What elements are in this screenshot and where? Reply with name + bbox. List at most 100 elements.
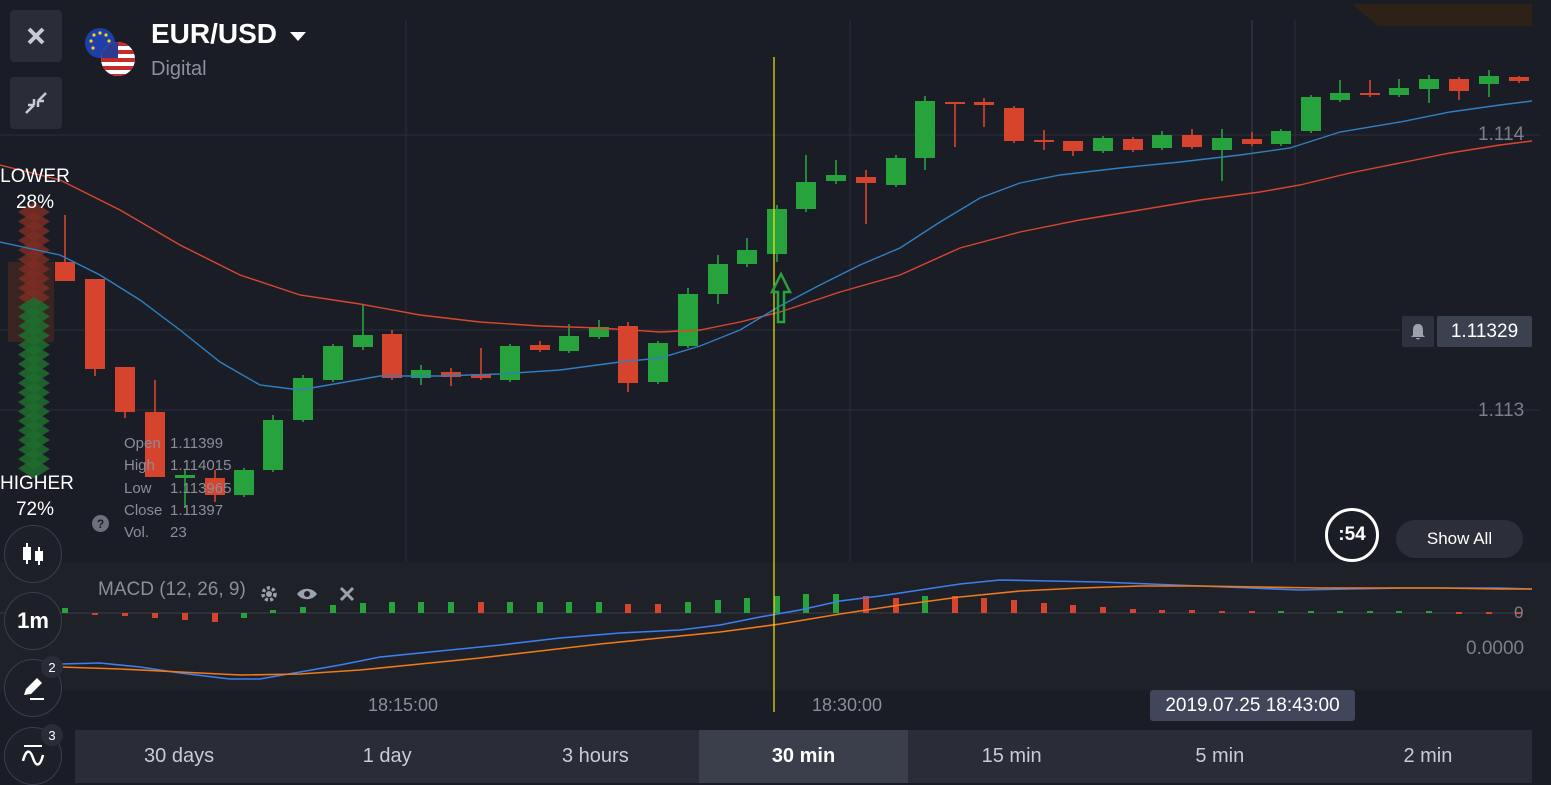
timeframe-bar: 30 days 1 day 3 hours 30 min 15 min 5 min 2 mi… (75, 730, 1532, 783)
candle-body (411, 370, 431, 378)
candle-body (205, 478, 225, 495)
signal-line (59, 585, 1532, 676)
macd-bar (1396, 611, 1402, 613)
macd-bar (1070, 605, 1076, 613)
macd-settings-button[interactable] (258, 583, 280, 605)
lower-label: LOWER (0, 166, 70, 187)
macd-bar (685, 602, 691, 613)
asset-type: Digital (151, 58, 207, 80)
candle-body (648, 343, 668, 382)
macd-panel (0, 562, 1551, 690)
chevron-down-icon (289, 31, 306, 41)
candle-body (1389, 88, 1409, 95)
macd-bar (418, 602, 424, 613)
timeframe-15-min[interactable]: 15 min (981, 745, 1042, 767)
candle-body (678, 294, 698, 346)
candle-body (1034, 140, 1054, 142)
macd-bar (1249, 611, 1255, 613)
candles-icon (23, 543, 43, 565)
macd-title: MACD (12, 26, 9) (98, 579, 246, 600)
macd-bar (715, 600, 721, 613)
timeframe-1-day[interactable]: 1 day (362, 745, 412, 767)
macd-bar (596, 602, 602, 613)
drawings-count: 2 (41, 656, 63, 678)
macd-bar (62, 608, 68, 613)
macd-visibility-button[interactable] (296, 583, 318, 605)
price-level-bottom: 1.113 (1478, 400, 1525, 421)
macd-remove-button[interactable] (336, 583, 358, 605)
candle-body (1271, 131, 1291, 144)
interval-button[interactable]: 1m (4, 592, 62, 650)
lower-percent: 28% (15, 192, 55, 213)
collapse-button[interactable] (10, 77, 62, 129)
macd-histogram (62, 594, 1522, 622)
candle-body (767, 209, 787, 254)
show-all-button[interactable]: Show All (1396, 520, 1523, 558)
asset-selector[interactable]: EUR/USD (151, 18, 307, 50)
macd-bar (1278, 611, 1284, 613)
macd-bar (803, 594, 809, 613)
macd-bar (1189, 610, 1195, 613)
macd-bar (981, 598, 987, 613)
ema-slow-line (0, 140, 1533, 333)
open-value: 1.11399 (170, 435, 224, 452)
candle-body (234, 470, 254, 495)
sentiment-chevron (18, 458, 50, 479)
candle-body (145, 412, 165, 477)
chart-type-button[interactable] (4, 525, 62, 583)
timeframe-30-days[interactable]: 30 days (144, 745, 215, 767)
timeframe-30-min[interactable]: 30 min (699, 730, 908, 783)
price-level-top: 1.114 (1478, 124, 1525, 145)
candle-body (1479, 76, 1499, 84)
macd-bar (1159, 610, 1165, 613)
close-icon (339, 586, 355, 602)
candle-body (441, 372, 461, 377)
macd-bar (863, 596, 869, 613)
asset-flag-icon[interactable] (84, 27, 138, 77)
asset-name: EUR/USD (151, 18, 278, 49)
indicator-wave-icon (21, 745, 45, 766)
time-label-1: 18:15:00 (368, 695, 439, 715)
macd-bar (1130, 609, 1136, 613)
candle-body (55, 262, 75, 281)
open-label: Open (124, 435, 161, 452)
close-chart-button[interactable] (10, 10, 62, 62)
expiration-timer: :54 (1325, 508, 1379, 562)
help-icon[interactable]: ? (92, 515, 109, 532)
candle-body (974, 102, 994, 105)
candle-body (1123, 139, 1143, 150)
timeframe-5-min[interactable]: 5 min (1195, 745, 1245, 767)
indicators-button[interactable]: 3 (4, 724, 63, 785)
macd-bar (537, 602, 543, 613)
candle-body (886, 158, 906, 185)
macd-bar (566, 602, 572, 613)
timeframe-3-hours[interactable]: 3 hours (561, 745, 629, 767)
candle-body (1449, 79, 1469, 91)
collapse-icon (25, 92, 47, 114)
price-alert-button[interactable] (1402, 316, 1434, 347)
macd-bar (625, 604, 631, 613)
macd-bar (1516, 612, 1522, 614)
macd-value-label: 0.0000 (1466, 638, 1525, 659)
current-price: 1.11329 (1437, 316, 1532, 347)
timeframe-2-min[interactable]: 2 min (1403, 745, 1453, 767)
candle-body (1360, 93, 1380, 95)
candle-body (1242, 139, 1262, 144)
candle-body (1301, 97, 1321, 131)
candle-body (500, 346, 520, 380)
low-value: 1.113965 (170, 479, 232, 497)
candle-body (323, 346, 343, 380)
higher-percent: 72% (15, 499, 55, 520)
candle-body (618, 326, 638, 383)
high-label: High (124, 457, 155, 475)
macd-bar (92, 613, 98, 615)
candles-group (55, 70, 1529, 508)
macd-bar (1337, 611, 1343, 613)
macd-line (59, 579, 1533, 680)
bell-icon (1411, 323, 1425, 339)
candle-body (915, 101, 935, 158)
high-value: 1.114015 (170, 457, 232, 475)
macd-bar (833, 594, 839, 613)
drawing-tools-button[interactable]: 2 (4, 656, 63, 717)
